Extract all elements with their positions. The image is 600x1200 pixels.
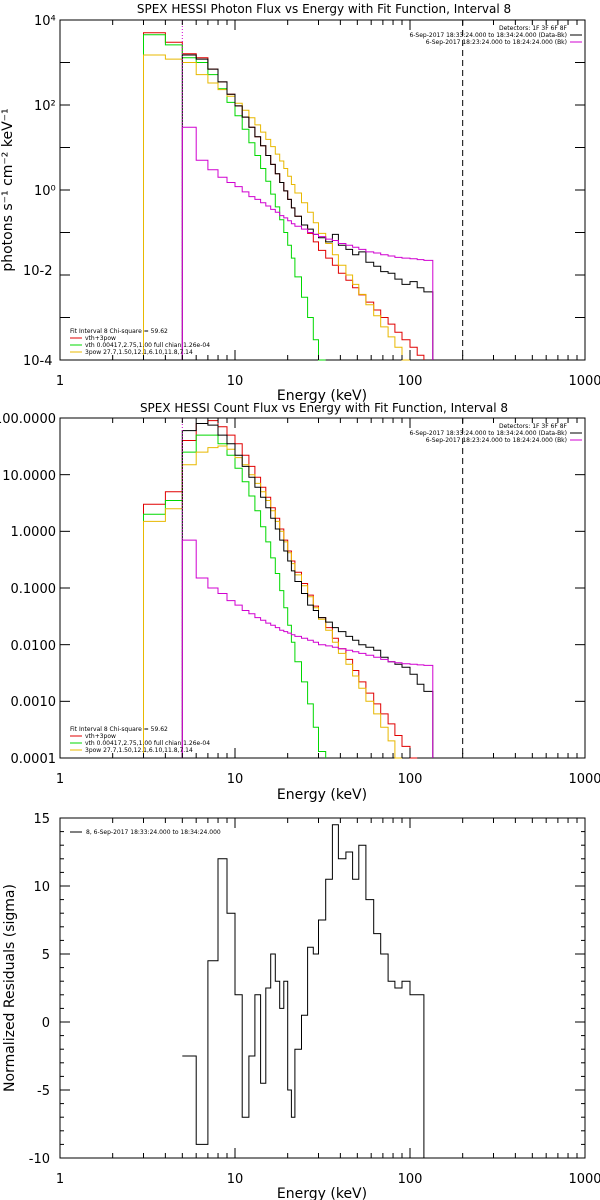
series-line-vth-3pow — [143, 420, 418, 759]
photon-flux-legend-total: vth+3pow — [85, 335, 116, 342]
photon-flux-xtick-label: 1 — [56, 374, 64, 389]
photon-flux-panel: SPEX HESSI Photon Flux vs Energy with Fi… — [0, 2, 600, 404]
count-flux-legend-thermal: vth 0.00417,2.75,1.00 full chian 1.26e-0… — [85, 740, 210, 747]
residuals-legend-label: 8, 6-Sep-2017 18:33:24.000 to 18:34:24.0… — [86, 829, 221, 836]
residuals-ylabel: Normalized Residuals (sigma) — [2, 884, 18, 1092]
photon-flux-xtick-label: 10 — [227, 374, 244, 389]
count-flux-ytick-label: 0.0010 — [11, 695, 57, 710]
series-line-vth — [143, 434, 327, 758]
photon-flux-xtick-label: 100 — [398, 374, 423, 389]
residuals-series-group — [182, 824, 425, 1158]
series-line-data-bk — [181, 54, 434, 360]
series-line-vth — [143, 34, 326, 361]
photon-flux-series-group — [143, 32, 434, 361]
series-line-bk — [181, 539, 434, 758]
photon-flux-legend-data: 6-Sep-2017 18:33:24.000 to 18:34:24.000 … — [409, 32, 567, 39]
count-flux-ticks — [59, 417, 585, 759]
residuals-xtick-label: 1000 — [568, 1172, 600, 1187]
residuals-xlabel: Energy (keV) — [277, 1186, 367, 1200]
residuals-ytick-label: -5 — [37, 1084, 50, 1099]
photon-flux-legend-fit: Fit Interval 8 Chi-square = 59.62 — [70, 328, 168, 335]
residuals-ytick-label: 0 — [42, 1016, 50, 1031]
count-flux-title: SPEX HESSI Count Flux vs Energy with Fit… — [140, 401, 508, 415]
count-flux-legend-detectors: Detectors: 1F 3F 6F 8F — [499, 423, 568, 430]
count-flux-ytick-label: 1.0000 — [11, 525, 57, 540]
count-flux-xtick-label: 100 — [398, 772, 423, 787]
residuals-xtick-label: 1 — [56, 1172, 64, 1187]
series-line-vth-3pow — [143, 32, 425, 360]
photon-flux-plot-area — [59, 19, 586, 361]
photon-flux-ytick-label: 10-4 — [23, 354, 53, 369]
count-flux-xlabel: Energy (keV) — [277, 787, 367, 803]
photon-flux-ticks — [59, 19, 585, 361]
count-flux-xtick-label: 10 — [227, 772, 244, 787]
count-flux-plot-area — [59, 417, 586, 759]
photon-flux-title: SPEX HESSI Photon Flux vs Energy with Fi… — [137, 2, 511, 16]
photon-flux-legend-power: 3pow 27.7,1.50,12.1,6.10,11.8,7.14 — [85, 349, 193, 356]
photon-flux-legend-bk: 6-Sep-2017 18:23:24.000 to 18:24:24.000 … — [426, 39, 567, 46]
series-line-residuals — [182, 824, 425, 1158]
count-flux-range-markers — [181, 418, 464, 758]
series-line-bk — [181, 126, 434, 360]
count-flux-legend-power: 3pow 27.7,1.50,12.1,6.10,11.8,7.14 — [85, 747, 193, 754]
residuals-ytick-label: 10 — [33, 880, 50, 895]
photon-flux-ytick-label: 10-2 — [23, 264, 53, 279]
residuals-xtick-label: 10 — [227, 1172, 244, 1187]
photon-flux-ytick-label: 10⁴ — [34, 14, 56, 29]
count-flux-ytick-label: 10.0000 — [2, 469, 56, 484]
residuals-ytick-label: 15 — [33, 812, 50, 827]
photon-flux-legend-thermal: vth 0.00417,2.75,1.00 full chian 1.26e-0… — [85, 342, 210, 349]
photon-flux-ytick-label: 10² — [34, 99, 56, 114]
count-flux-ytick-label: 0.0001 — [11, 752, 57, 767]
residuals-ytick-label: 5 — [42, 948, 50, 963]
residuals-ytick-label: -10 — [29, 1152, 50, 1167]
residuals-panel: -10 -5 0 5 10 15 1 10 100 1000 Energy (k… — [2, 812, 600, 1200]
count-flux-panel: SPEX HESSI Count Flux vs Energy with Fit… — [0, 401, 600, 803]
count-flux-ytick-label: 0.0100 — [11, 639, 57, 654]
photon-flux-range-markers — [181, 20, 464, 360]
photon-flux-ytick-label: 10⁰ — [34, 184, 56, 199]
count-flux-legend-data: 6-Sep-2017 18:33:24.000 to 18:34:24.000 … — [409, 430, 567, 437]
series-line-3pow — [143, 54, 410, 361]
residuals-xtick-label: 100 — [398, 1172, 423, 1187]
photon-flux-ylabel: photons s⁻¹ cm⁻² keV⁻¹ — [0, 108, 16, 271]
count-flux-legend-bk: 6-Sep-2017 18:23:24.000 to 18:24:24.000 … — [426, 437, 567, 444]
photon-flux-legend-detectors: Detectors: 1F 3F 6F 8F — [499, 25, 568, 32]
count-flux-legend-fit: Fit Interval 8 Chi-square = 59.62 — [70, 726, 168, 733]
residuals-plot-area — [59, 817, 586, 1159]
count-flux-series-group — [143, 420, 434, 759]
count-flux-xtick-label: 1000 — [568, 772, 600, 787]
count-flux-legend-total: vth+3pow — [85, 733, 116, 740]
residuals-ticks — [59, 817, 585, 1159]
count-flux-xtick-label: 1 — [56, 772, 64, 787]
count-flux-ytick-label: 100.0000 — [0, 412, 56, 427]
photon-flux-xlabel: Energy (keV) — [277, 388, 367, 404]
count-flux-ytick-label: 0.1000 — [11, 582, 57, 597]
photon-flux-xtick-label: 1000 — [568, 374, 600, 389]
